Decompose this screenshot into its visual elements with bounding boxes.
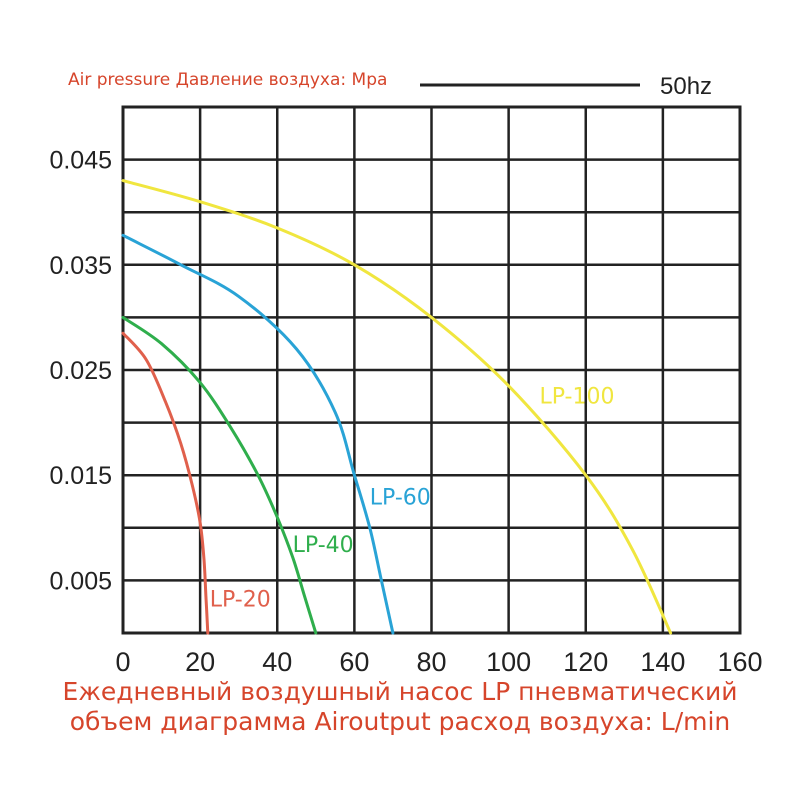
y-tick-label: 0.045 bbox=[49, 147, 112, 175]
x-tick-label: 80 bbox=[416, 647, 446, 677]
series-label-lp-60: LP-60 bbox=[370, 486, 431, 511]
x-tick-label: 20 bbox=[185, 647, 215, 677]
x-axis-caption-line-2: объем диаграмма Airoutput расход воздуха… bbox=[69, 707, 731, 736]
y-tick-label: 0.015 bbox=[49, 462, 112, 490]
x-tick-label: 60 bbox=[339, 647, 369, 677]
y-tick-label: 0.035 bbox=[49, 252, 112, 280]
series-line-lp-20 bbox=[121, 331, 210, 635]
chart-title: Air pressure Давление воздуха: Mpa bbox=[68, 70, 387, 90]
frequency-label: 50hz bbox=[660, 73, 712, 100]
x-tick-label: 0 bbox=[115, 647, 130, 677]
series-line-lp-100 bbox=[121, 179, 673, 635]
y-tick-label: 0.025 bbox=[49, 357, 112, 385]
series-labels: LP-20 LP-40 LP-60 LP-100 bbox=[210, 385, 615, 613]
x-axis-caption-line-1: Ежедневный воздушный насос LP пневматиче… bbox=[62, 677, 738, 706]
x-tick-label: 120 bbox=[563, 647, 608, 677]
series-line-lp-40 bbox=[121, 315, 318, 635]
series-label-lp-20: LP-20 bbox=[210, 588, 271, 613]
series-line-lp-60 bbox=[121, 233, 395, 635]
series-label-lp-100: LP-100 bbox=[539, 385, 614, 410]
x-tick-label: 100 bbox=[486, 647, 531, 677]
plot-frame bbox=[121, 105, 742, 635]
x-tick-label: 140 bbox=[640, 647, 685, 677]
series-lines bbox=[121, 179, 673, 635]
x-tick-labels: 0 20 40 60 80 100 120 140 160 bbox=[115, 647, 762, 677]
y-tick-label: 0.005 bbox=[49, 567, 112, 595]
series-label-lp-40: LP-40 bbox=[293, 533, 354, 558]
grid bbox=[121, 105, 742, 635]
x-tick-label: 40 bbox=[262, 647, 292, 677]
y-tick-labels: 0.005 0.015 0.025 0.035 0.045 bbox=[49, 147, 112, 596]
x-tick-label: 160 bbox=[717, 647, 762, 677]
